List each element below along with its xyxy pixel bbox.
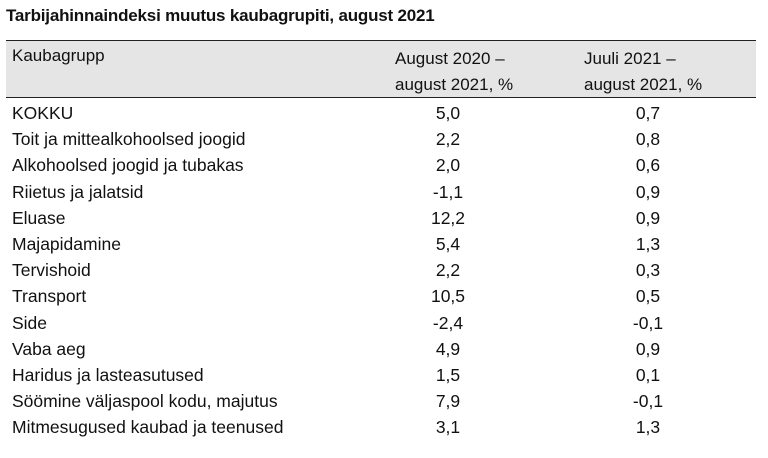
row-group-name: Söömine väljaspool kodu, majutus — [12, 391, 278, 412]
row-group-name: Tervishoid — [12, 260, 91, 281]
row-monthly-value: -0,1 — [632, 312, 664, 333]
table-row: Alkohoolsed joogid ja tubakas 2,0 0,6 — [6, 152, 756, 178]
row-monthly-value: 0,3 — [635, 260, 661, 281]
table-row: Mitmesugused kaubad ja teenused 3,1 1,3 — [6, 414, 756, 440]
row-group-name: Side — [12, 312, 48, 333]
header-monthly-change-line2: august 2021, % — [584, 75, 703, 94]
row-annual-value: 5,0 — [435, 103, 461, 123]
row-group-name: Toit ja mittealkohoolsed joogid — [12, 129, 246, 150]
row-monthly-value: 0,5 — [635, 286, 661, 307]
row-monthly-value: 0,6 — [635, 155, 661, 176]
row-annual-value: 4,9 — [435, 338, 461, 359]
table-row: Majapidamine 5,4 1,3 — [6, 231, 756, 257]
row-annual-value: 5,4 — [435, 233, 461, 254]
row-group-name: Riietus ja jalatsid — [12, 181, 144, 202]
header-monthly-change-line1: Juuli 2021 – — [584, 49, 676, 68]
row-group-name: Transport — [12, 286, 87, 307]
row-monthly-value: 1,3 — [635, 233, 661, 254]
table-row: KOKKU 5,0 0,7 — [6, 100, 756, 126]
table-row: Riietus ja jalatsid -1,1 0,9 — [6, 179, 756, 205]
table-title: Tarbijahinnaindeksi muutus kaubagrupiti,… — [6, 6, 435, 25]
table-row: Vaba aeg 4,9 0,9 — [6, 336, 756, 362]
table-row: Toit ja mittealkohoolsed joogid 2,2 0,8 — [6, 126, 756, 152]
row-monthly-value: 0,9 — [635, 207, 661, 228]
row-annual-value: 3,1 — [435, 417, 461, 438]
header-annual-change-line2: august 2021, % — [395, 75, 514, 94]
table-row: Tervishoid 2,2 0,3 — [6, 257, 756, 283]
header-annual-change-line1: August 2020 – — [395, 49, 505, 68]
row-annual-value: 12,2 — [430, 207, 466, 228]
row-monthly-value: 0,8 — [635, 129, 661, 150]
table-row: Söömine väljaspool kodu, majutus 7,9 -0,… — [6, 388, 756, 414]
row-annual-value: 10,5 — [430, 286, 466, 307]
row-group-name: Haridus ja lasteasutused — [12, 364, 204, 385]
row-monthly-value: 0,9 — [635, 338, 661, 359]
row-group-name: Eluase — [12, 207, 66, 228]
row-annual-value: 1,5 — [435, 364, 461, 385]
row-group-name: Vaba aeg — [12, 338, 86, 359]
row-monthly-value: 0,7 — [635, 103, 661, 123]
header-monthly-change: Juuli 2021 – august 2021, % — [584, 46, 702, 98]
row-annual-value: 2,0 — [435, 155, 461, 176]
table-header: Kaubagrupp August 2020 – august 2021, % … — [6, 40, 756, 98]
row-monthly-value: 0,1 — [635, 364, 661, 385]
row-group-name: Majapidamine — [12, 233, 121, 254]
header-group: Kaubagrupp — [12, 46, 105, 65]
row-monthly-value: 0,9 — [635, 181, 661, 202]
row-group-name: KOKKU — [12, 103, 74, 123]
row-monthly-value: 1,3 — [635, 417, 661, 438]
table-row: Side -2,4 -0,1 — [6, 310, 756, 336]
row-annual-value: 2,2 — [435, 260, 461, 281]
row-group-name: Mitmesugused kaubad ja teenused — [12, 417, 284, 438]
table-row: Transport 10,5 0,5 — [6, 283, 756, 309]
table-body: KOKKU 5,0 0,7 Toit ja mittealkohoolsed j… — [6, 100, 756, 440]
row-annual-value: -2,4 — [432, 312, 464, 333]
data-table: Kaubagrupp August 2020 – august 2021, % … — [6, 40, 756, 440]
row-annual-value: 2,2 — [435, 129, 461, 150]
row-annual-value: 7,9 — [435, 391, 461, 412]
table-row: Eluase 12,2 0,9 — [6, 205, 756, 231]
row-monthly-value: -0,1 — [632, 391, 664, 412]
table-row: Haridus ja lasteasutused 1,5 0,1 — [6, 362, 756, 388]
row-annual-value: -1,1 — [432, 181, 464, 202]
row-group-name: Alkohoolsed joogid ja tubakas — [12, 155, 244, 176]
header-annual-change: August 2020 – august 2021, % — [395, 46, 513, 98]
